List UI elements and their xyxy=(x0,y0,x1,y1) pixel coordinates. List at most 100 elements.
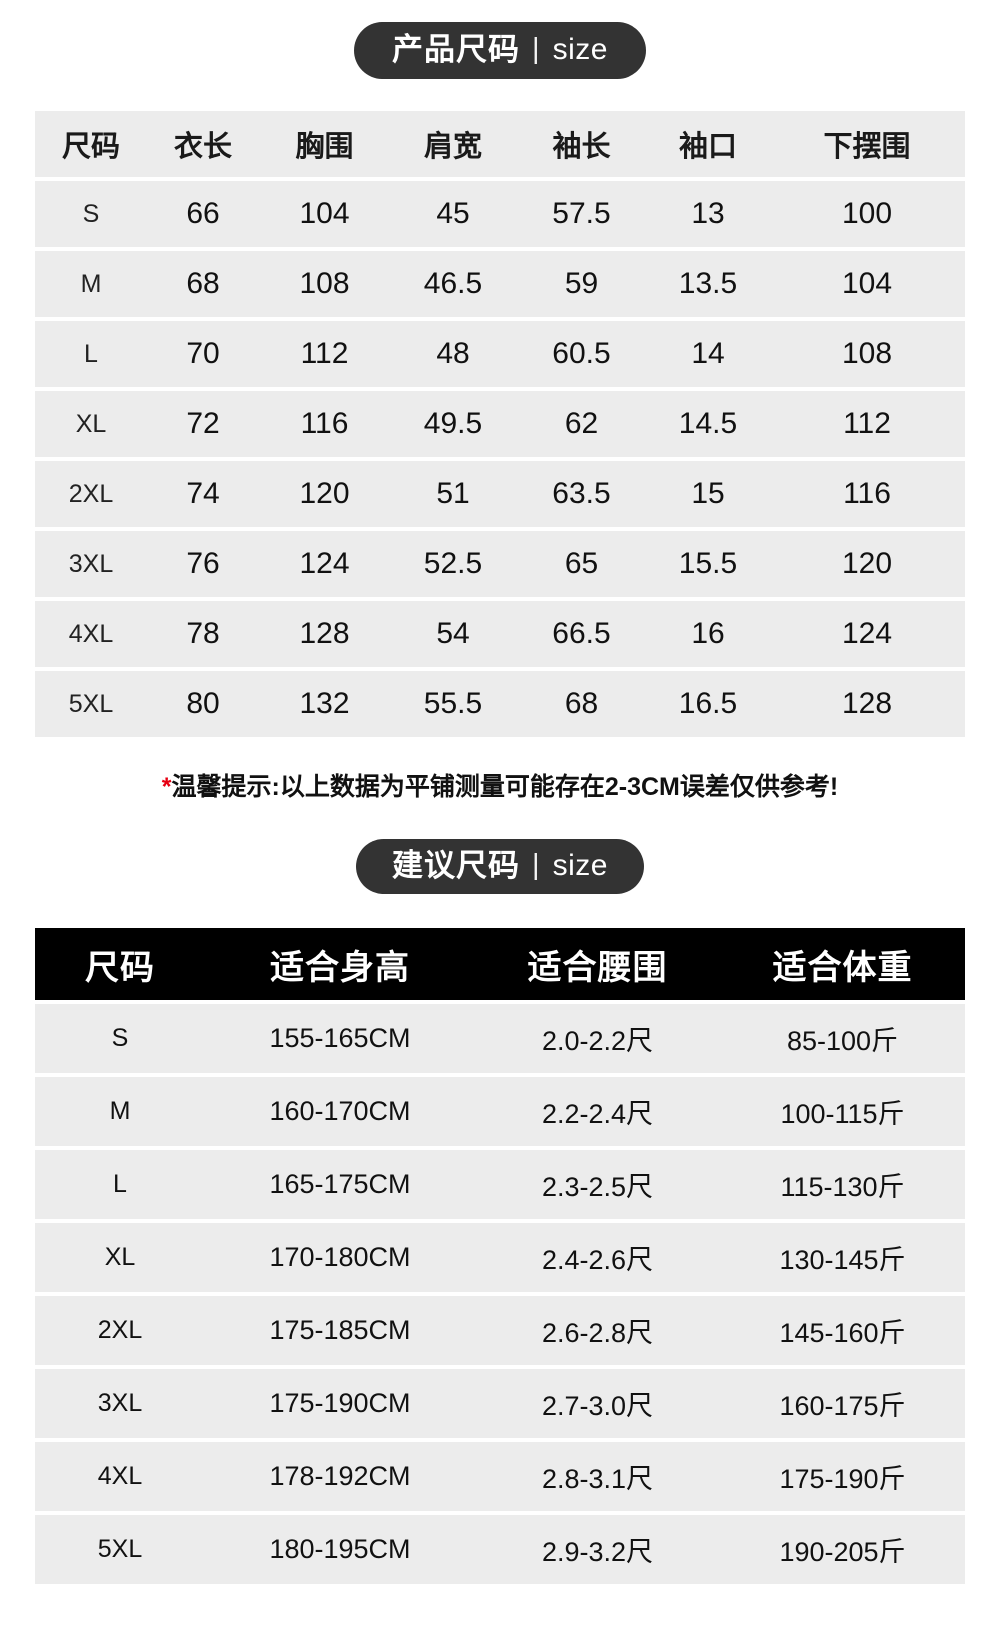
cell-height: 178-192CM xyxy=(205,1442,475,1511)
cell-cuff: 15.5 xyxy=(647,531,769,597)
cell-hem: 108 xyxy=(769,321,965,387)
table-row: 5XL 80 132 55.5 68 16.5 128 xyxy=(35,671,965,737)
cell-length: 76 xyxy=(147,531,259,597)
cell-height: 170-180CM xyxy=(205,1223,475,1292)
cell-size: XL xyxy=(35,391,147,457)
cell-waist: 2.0-2.2尺 xyxy=(475,1004,720,1073)
badge-label-en: size xyxy=(552,32,608,66)
table-row: 5XL 180-195CM 2.9-3.2尺 190-205斤 xyxy=(35,1515,965,1584)
badge-label-en: size xyxy=(552,848,608,882)
cell-weight: 115-130斤 xyxy=(720,1150,965,1219)
table-row: M 160-170CM 2.2-2.4尺 100-115斤 xyxy=(35,1077,965,1146)
column-header-sleeve: 袖长 xyxy=(516,111,647,177)
cell-hem: 128 xyxy=(769,671,965,737)
recommend-size-title-badge: 建议尺码 | size xyxy=(0,839,1000,894)
cell-cuff: 13 xyxy=(647,181,769,247)
cell-cuff: 16 xyxy=(647,601,769,667)
cell-bust: 128 xyxy=(259,601,390,667)
cell-cuff: 14.5 xyxy=(647,391,769,457)
cell-size: XL xyxy=(35,1223,205,1292)
cell-length: 66 xyxy=(147,181,259,247)
cell-waist: 2.6-2.8尺 xyxy=(475,1296,720,1365)
cell-size: 5XL xyxy=(35,1515,205,1584)
table-row: 4XL 178-192CM 2.8-3.1尺 175-190斤 xyxy=(35,1442,965,1511)
table-row: S 66 104 45 57.5 13 100 xyxy=(35,181,965,247)
cell-length: 68 xyxy=(147,251,259,317)
cell-length: 70 xyxy=(147,321,259,387)
cell-hem: 124 xyxy=(769,601,965,667)
cell-size: 5XL xyxy=(35,671,147,737)
cell-height: 155-165CM xyxy=(205,1004,475,1073)
cell-length: 80 xyxy=(147,671,259,737)
cell-size: 3XL xyxy=(35,531,147,597)
table-row: M 68 108 46.5 59 13.5 104 xyxy=(35,251,965,317)
badge-label-cn: 产品尺码 xyxy=(392,32,521,67)
column-header-weight: 适合体重 xyxy=(720,928,965,1000)
cell-shoulder: 55.5 xyxy=(390,671,516,737)
cell-height: 175-185CM xyxy=(205,1296,475,1365)
table-row: L 70 112 48 60.5 14 108 xyxy=(35,321,965,387)
cell-size: S xyxy=(35,181,147,247)
product-size-table: 尺码 衣长 胸围 肩宽 袖长 袖口 下摆围 S 66 104 45 57.5 1… xyxy=(35,107,965,741)
cell-weight: 100-115斤 xyxy=(720,1077,965,1146)
cell-sleeve: 60.5 xyxy=(516,321,647,387)
cell-bust: 112 xyxy=(259,321,390,387)
cell-length: 78 xyxy=(147,601,259,667)
cell-weight: 175-190斤 xyxy=(720,1442,965,1511)
cell-height: 175-190CM xyxy=(205,1369,475,1438)
cell-waist: 2.9-3.2尺 xyxy=(475,1515,720,1584)
cell-waist: 2.7-3.0尺 xyxy=(475,1369,720,1438)
table-header-row: 尺码 衣长 胸围 肩宽 袖长 袖口 下摆围 xyxy=(35,111,965,177)
cell-weight: 190-205斤 xyxy=(720,1515,965,1584)
column-header-waist: 适合腰围 xyxy=(475,928,720,1000)
recommend-size-table: 尺码 适合身高 适合腰围 适合体重 S 155-165CM 2.0-2.2尺 8… xyxy=(35,924,965,1588)
cell-bust: 116 xyxy=(259,391,390,457)
cell-height: 160-170CM xyxy=(205,1077,475,1146)
cell-cuff: 14 xyxy=(647,321,769,387)
badge-separator: | xyxy=(532,849,541,881)
table-row: S 155-165CM 2.0-2.2尺 85-100斤 xyxy=(35,1004,965,1073)
cell-bust: 132 xyxy=(259,671,390,737)
table-row: 3XL 175-190CM 2.7-3.0尺 160-175斤 xyxy=(35,1369,965,1438)
cell-size: 2XL xyxy=(35,461,147,527)
product-size-title-badge: 产品尺码 | size xyxy=(0,22,1000,79)
cell-size: S xyxy=(35,1004,205,1073)
table-row: 4XL 78 128 54 66.5 16 124 xyxy=(35,601,965,667)
cell-cuff: 15 xyxy=(647,461,769,527)
cell-length: 74 xyxy=(147,461,259,527)
cell-weight: 85-100斤 xyxy=(720,1004,965,1073)
cell-waist: 2.2-2.4尺 xyxy=(475,1077,720,1146)
table-header-row: 尺码 适合身高 适合腰围 适合体重 xyxy=(35,928,965,1000)
disclaimer-text: 温馨提示:以上数据为平铺测量可能存在2-3CM误差仅供参考! xyxy=(171,773,839,801)
cell-shoulder: 52.5 xyxy=(390,531,516,597)
cell-shoulder: 49.5 xyxy=(390,391,516,457)
cell-size: M xyxy=(35,1077,205,1146)
cell-hem: 116 xyxy=(769,461,965,527)
cell-shoulder: 45 xyxy=(390,181,516,247)
badge-pill: 产品尺码 | size xyxy=(354,22,646,79)
cell-size: L xyxy=(35,1150,205,1219)
measurement-disclaimer-note: *温馨提示:以上数据为平铺测量可能存在2-3CM误差仅供参考! xyxy=(0,767,1000,803)
column-header-bust: 胸围 xyxy=(259,111,390,177)
table-row: 2XL 175-185CM 2.6-2.8尺 145-160斤 xyxy=(35,1296,965,1365)
table-row: XL 170-180CM 2.4-2.6尺 130-145斤 xyxy=(35,1223,965,1292)
cell-shoulder: 48 xyxy=(390,321,516,387)
cell-weight: 145-160斤 xyxy=(720,1296,965,1365)
cell-size: 3XL xyxy=(35,1369,205,1438)
cell-bust: 108 xyxy=(259,251,390,317)
cell-waist: 2.8-3.1尺 xyxy=(475,1442,720,1511)
column-header-length: 衣长 xyxy=(147,111,259,177)
cell-height: 165-175CM xyxy=(205,1150,475,1219)
cell-height: 180-195CM xyxy=(205,1515,475,1584)
column-header-cuff: 袖口 xyxy=(647,111,769,177)
cell-hem: 112 xyxy=(769,391,965,457)
cell-sleeve: 59 xyxy=(516,251,647,317)
cell-size: 4XL xyxy=(35,601,147,667)
cell-size: 2XL xyxy=(35,1296,205,1365)
column-header-size: 尺码 xyxy=(35,111,147,177)
table-row: 2XL 74 120 51 63.5 15 116 xyxy=(35,461,965,527)
cell-hem: 120 xyxy=(769,531,965,597)
cell-weight: 130-145斤 xyxy=(720,1223,965,1292)
badge-pill: 建议尺码 | size xyxy=(356,839,644,894)
cell-cuff: 13.5 xyxy=(647,251,769,317)
